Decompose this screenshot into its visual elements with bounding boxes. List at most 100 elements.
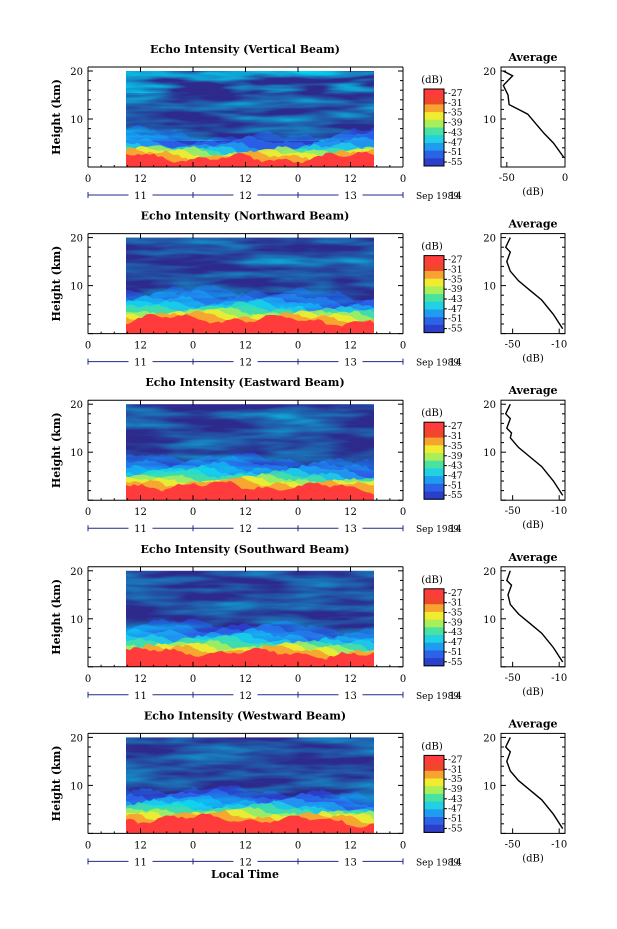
y-axis-label: Height (km) (50, 745, 63, 821)
day-tick-label: 12 (239, 358, 252, 369)
colorbar-swatch (424, 824, 444, 833)
colorbar-tick-label: -31 (448, 599, 463, 609)
colorbar-tick-label: -43 (448, 628, 463, 638)
y-tick-label: 20 (70, 400, 83, 411)
colorbar-tick-label: -47 (448, 805, 463, 815)
day-tick-label: 14 (449, 358, 462, 369)
y-tick-label: 10 (70, 615, 83, 626)
date-label: Sep 1989 (416, 359, 459, 369)
heatmap (126, 570, 374, 667)
colorbar-swatch (424, 778, 444, 787)
profile-x-tick-label: -50 (505, 839, 521, 850)
x-tick-label: 0 (190, 507, 196, 518)
profile-x-tick-label: 0 (562, 173, 568, 184)
x-tick-label: 12 (134, 674, 147, 685)
x-tick-label: 0 (295, 174, 301, 185)
colorbar-tick-label: -43 (448, 795, 463, 805)
profile-frame (500, 399, 566, 501)
colorbar-tick-label: -47 (448, 638, 463, 648)
day-label-bg (128, 190, 153, 200)
x-tick-label: 0 (400, 174, 406, 185)
colorbar-frame (423, 588, 445, 667)
colorbar-tick-label: -51 (448, 315, 463, 325)
colorbar-swatch (424, 104, 444, 113)
x-tick-label: 12 (344, 174, 357, 185)
heatmap-layer (126, 480, 374, 501)
day-label-bg (338, 856, 363, 867)
profile-x-label: (dB) (522, 187, 544, 198)
profile-title: Average (507, 218, 557, 231)
date-label: Sep 1989 (416, 192, 459, 202)
profile-line (504, 403, 564, 496)
profile-x-label: (dB) (522, 520, 544, 531)
colorbar-swatch (424, 642, 444, 651)
panel-title: Echo Intensity (Vertical Beam) (150, 43, 340, 56)
profile-y-tick-label: 20 (483, 567, 496, 578)
colorbar-swatch (424, 142, 444, 152)
colorbar-tick-label: -27 (448, 589, 463, 599)
colorbar-swatch (424, 150, 444, 159)
colorbar-tick-label: -35 (448, 442, 463, 452)
profile-x-tick-label: -50 (505, 506, 521, 517)
day-tick-label: 12 (239, 857, 252, 868)
colorbar-swatch (424, 301, 444, 310)
panel-title: Echo Intensity (Westward Beam) (144, 709, 346, 722)
colorbar-swatch (424, 650, 444, 659)
day-tick-label: 12 (239, 691, 252, 702)
colorbar-swatch (424, 112, 444, 121)
colorbar-swatch (424, 801, 444, 810)
colorbar-tick-label: -39 (448, 618, 463, 628)
heatmap (126, 404, 374, 501)
profile-y-tick-label: 10 (483, 448, 496, 459)
colorbar-swatch (424, 453, 444, 462)
profile-line (504, 737, 564, 829)
colorbar-swatch (424, 309, 444, 318)
x-tick-label: 12 (239, 174, 252, 185)
colorbar-tick-label: -43 (448, 462, 463, 472)
day-label-bg (338, 523, 363, 534)
colorbar-swatch (424, 278, 444, 287)
x-tick-label: 0 (295, 341, 301, 352)
colorbar-tick-label: -39 (448, 285, 463, 295)
colorbar-frame (423, 255, 445, 334)
day-tick-label: 11 (134, 857, 147, 868)
colorbar-swatch (424, 755, 444, 764)
colorbar-tick-label: -27 (448, 256, 463, 266)
colorbar-swatch (424, 619, 444, 628)
colorbar-unit: (dB) (421, 741, 443, 752)
profile-frame (500, 66, 566, 168)
panel-3: Echo Intensity (Eastward Beam) 10 20 Height… (50, 376, 567, 535)
profile-frame (500, 566, 566, 668)
day-tick-label: 12 (239, 191, 252, 202)
x-tick-label: 12 (134, 174, 147, 185)
colorbar-swatch (424, 445, 444, 454)
x-tick-label: 0 (190, 674, 196, 685)
profile-frame (500, 233, 566, 335)
colorbar-swatch (424, 491, 444, 500)
day-label-bg (443, 356, 468, 367)
colorbar-swatch (424, 324, 444, 334)
x-tick-label: 12 (134, 341, 147, 352)
day-tick-label: 12 (239, 524, 252, 535)
colorbar-tick-label: -51 (448, 815, 463, 825)
day-label-bg (128, 356, 153, 367)
profile-frame (500, 732, 566, 834)
date-label: Sep 1989 (416, 525, 459, 535)
x-tick-label: 0 (295, 507, 301, 518)
profile-x-tick-label: -10 (551, 340, 567, 351)
colorbar-tick-label: -47 (448, 138, 463, 148)
day-tick-label: 13 (344, 191, 357, 202)
colorbar-swatch (424, 135, 444, 144)
profile-y-tick-label: 20 (483, 733, 496, 744)
colorbar-unit: (dB) (421, 575, 443, 586)
day-tick-label: 11 (134, 358, 147, 369)
heatmap (126, 737, 374, 834)
colorbar-tick-label: -43 (448, 128, 463, 138)
y-axis-label: Height (km) (50, 579, 63, 655)
colorbar-swatch (424, 793, 444, 803)
profile-x-tick-label: -10 (551, 839, 567, 850)
x-tick-label: 0 (400, 341, 406, 352)
day-label-bg (443, 190, 468, 200)
x-tick-label: 12 (134, 840, 147, 851)
day-label-bg (128, 689, 153, 700)
